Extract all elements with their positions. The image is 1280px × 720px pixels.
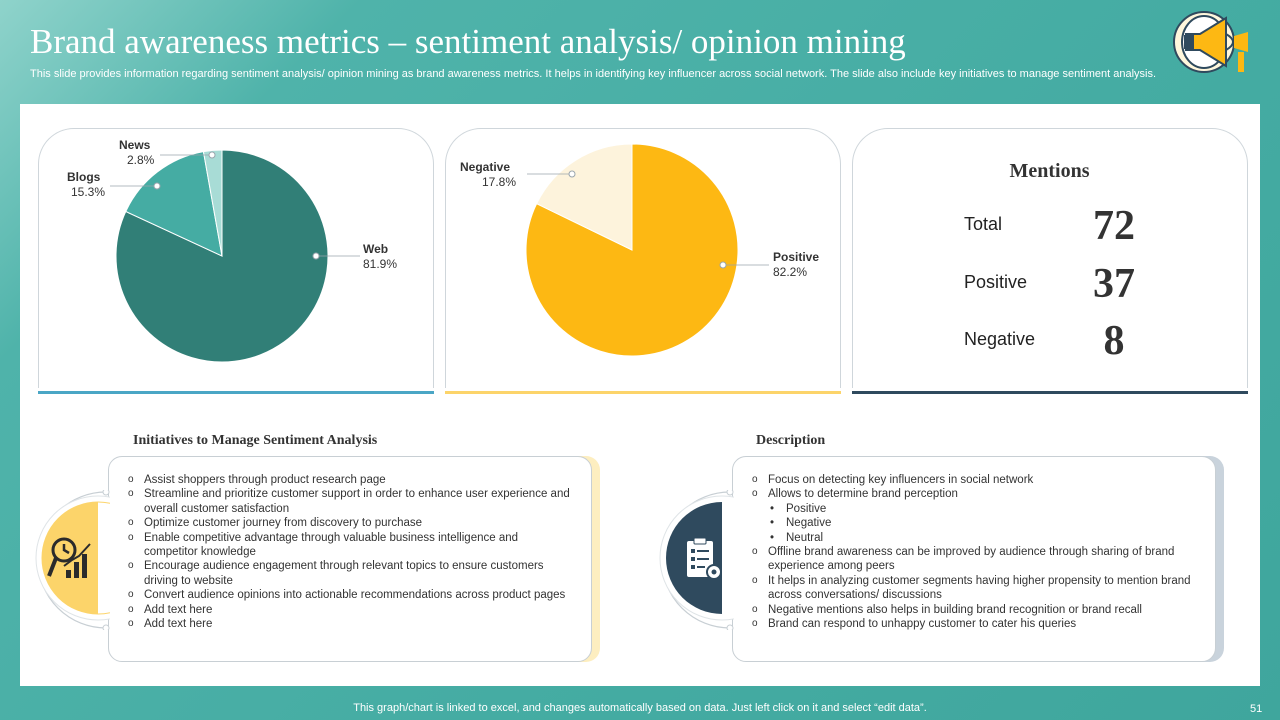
page-number: 51 — [1250, 703, 1263, 715]
pie1-category-blogs: Blogs — [67, 170, 101, 184]
initiative-item-text: Streamline and prioritize customer suppo… — [144, 488, 570, 515]
pie2-label-positive: Positive 82.2% — [773, 250, 819, 280]
initiative-item-text: Add text here — [144, 618, 213, 631]
initiative-item-text: Encourage audience engagement through re… — [144, 560, 544, 587]
initiative-item-text: Add text here — [144, 603, 213, 616]
mentions-card — [852, 128, 1248, 388]
megaphone-icon — [1173, 11, 1248, 73]
initiative-item: o Enable competitive advantage through va… — [128, 531, 519, 559]
clock-chart-icon — [47, 537, 91, 578]
mentions-title: Mentions — [1009, 160, 1090, 182]
mentions-card-underline — [852, 391, 1248, 394]
description-item: o Allows to determine brand perception — [752, 488, 958, 501]
pie1-value-web: 81.9% — [363, 257, 398, 271]
description-list: o Focus on detecting key influencers in s… — [744, 473, 1194, 631]
initiative-item-text: Assist shoppers through product research… — [144, 474, 386, 486]
description-item: o Offline brand awareness can be improved… — [752, 546, 1175, 573]
pie2-category-negative: Negative — [460, 160, 511, 174]
sentiment-pie-chart — [525, 143, 769, 357]
initiative-item: o Optimize customer journey from discover… — [128, 517, 423, 530]
initiatives-heading: Initiatives to Manage Sentiment Analysis — [133, 433, 378, 448]
initiative-item: o Add text here — [128, 618, 213, 631]
description-box — [732, 456, 1216, 662]
initiative-item-text: Convert audience opinions into actionabl… — [144, 589, 566, 602]
mentions-positive-value: 37 — [1093, 261, 1135, 307]
pie1-leader-web-dot — [312, 252, 320, 260]
pie1-category-web: Web — [363, 242, 389, 256]
pie1-category-news: News — [119, 138, 151, 152]
description-item-text: Focus on detecting key influencers in so… — [768, 474, 1034, 486]
description-subitem: • Negative — [770, 517, 832, 530]
pie2-label-negative: Negative 17.8% — [460, 160, 516, 190]
page-subtitle: This slide provides information regardin… — [30, 68, 1157, 80]
pie2-value-positive: 82.2% — [773, 265, 808, 279]
description-item-text: Offline brand awareness can be improved … — [768, 546, 1175, 573]
initiative-item-text: Optimize customer journey from discovery… — [144, 517, 423, 530]
description-subitem: • Positive — [770, 502, 827, 515]
initiative-item: o Assist shoppers through product researc… — [128, 474, 386, 486]
pie1-leader-blogs-dot — [153, 182, 161, 190]
description-item: o Negative mentions also helps in buildin… — [752, 603, 1142, 616]
sentiment-card-underline — [445, 391, 841, 394]
description-item-text: Allows to determine brand perception — [768, 488, 958, 501]
mentions-total-label: Total — [964, 214, 1003, 234]
pie1-label-web: Web 81.9% — [363, 242, 397, 272]
pie1-value-blogs: 15.3% — [71, 185, 106, 199]
page-title: Brand awareness metrics – sentiment anal… — [30, 22, 906, 61]
description-item: o Focus on detecting key influencers in s… — [752, 474, 1034, 486]
description-subitem-text: Neutral — [786, 531, 824, 544]
channel-pie-chart — [110, 149, 360, 363]
mentions-total-value: 72 — [1093, 203, 1135, 249]
initiative-item: o Streamline and prioritize customer supp… — [128, 488, 570, 515]
description-subitem-text: Negative — [786, 517, 832, 530]
clipboard-gear-icon — [687, 537, 722, 580]
channel-card-underline — [38, 391, 434, 394]
description-item-text: Brand can respond to unhappy customer to… — [768, 618, 1077, 631]
description-item-text: It helps in analyzing customer segments … — [768, 574, 1191, 602]
pie2-category-positive: Positive — [773, 250, 820, 264]
description-item: o Brand can respond to unhappy customer t… — [752, 618, 1077, 631]
pie2-leader-negative-dot — [568, 170, 576, 178]
pie1-leader-news-dot — [208, 151, 216, 159]
mentions-negative-value: 8 — [1103, 318, 1125, 364]
initiative-item: o Convert audience opinions into actionab… — [128, 589, 566, 602]
description-item-text: Negative mentions also helps in building… — [768, 603, 1142, 616]
initiative-item: o Encourage audience engagement through r… — [128, 560, 544, 587]
description-heading: Description — [756, 433, 826, 448]
initiatives-list: o Assist shoppers through product researc… — [120, 473, 570, 631]
pie1-label-news: News 2.8% — [119, 138, 154, 168]
footer-note: This graph/chart is linked to excel, and… — [353, 702, 927, 714]
mentions-negative-label: Negative — [964, 329, 1036, 349]
initiative-item: o Add text here — [128, 603, 213, 616]
pie2-leader-positive-dot — [719, 261, 727, 269]
description-subitem: • Neutral — [770, 531, 824, 544]
initiatives-box — [108, 456, 592, 662]
initiative-item-text: Enable competitive advantage through val… — [144, 531, 519, 559]
description-item: o It helps in analyzing customer segments… — [752, 574, 1191, 602]
mentions-positive-label: Positive — [964, 272, 1028, 292]
pie1-slice-news — [202, 149, 223, 257]
pie2-value-negative: 17.8% — [482, 175, 517, 189]
pie1-slice-blogs — [125, 151, 223, 257]
pie2-slice-negative — [535, 143, 633, 251]
pie1-label-blogs: Blogs 15.3% — [67, 170, 105, 200]
description-subitem-text: Positive — [786, 502, 827, 515]
pie1-value-news: 2.8% — [127, 153, 155, 167]
